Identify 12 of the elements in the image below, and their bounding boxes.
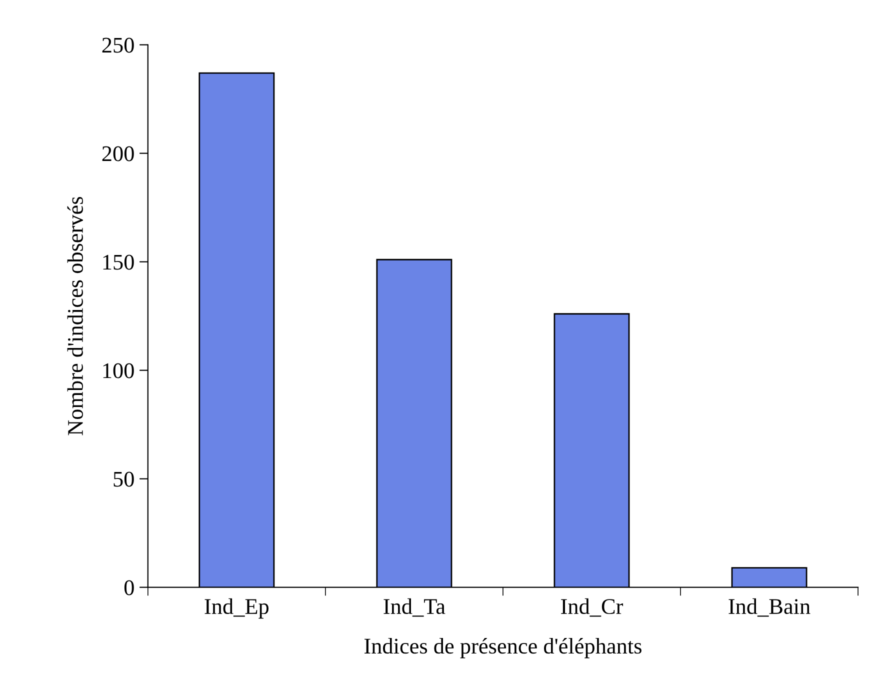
y-tick-label: 200 — [102, 146, 134, 162]
x-tick-label: Ind_Ep — [204, 598, 269, 619]
x-axis-title: Indices de présence d'éléphants — [364, 638, 642, 658]
y-axis-title: Nombre d'indices observés — [67, 196, 83, 436]
y-tick-label: 0 — [124, 580, 134, 596]
x-tick-label: Ind_Bain — [728, 598, 810, 617]
y-tick-label: 100 — [103, 363, 134, 378]
x-tick-label: Ind_Ta — [384, 598, 446, 617]
y-tick-label: 50 — [114, 472, 134, 487]
y-tick-label: 250 — [102, 38, 134, 53]
y-tick-label: 150 — [103, 254, 134, 270]
x-tick-label: Ind_Cr — [561, 598, 624, 617]
